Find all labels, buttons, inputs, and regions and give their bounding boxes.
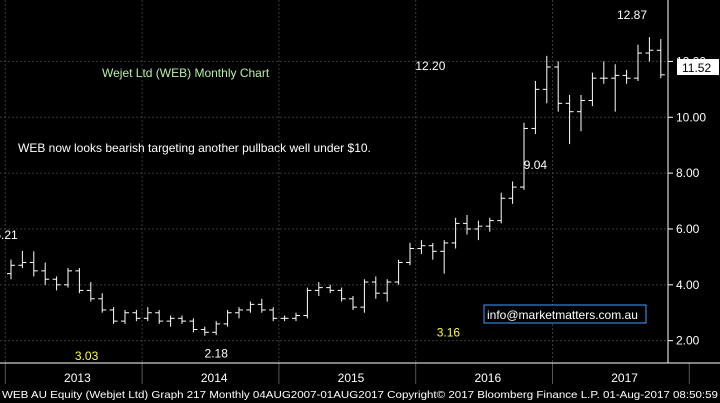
watermark-border xyxy=(483,304,647,324)
ohlc-bar xyxy=(86,282,95,302)
ohlc-bars xyxy=(7,37,665,336)
ohlc-bar xyxy=(257,298,266,313)
ohlc-bar xyxy=(577,94,585,132)
last-price-box xyxy=(677,59,719,75)
annotations: 5.21 3.03 2.18 3.16 12.20 9.04 12.87 xyxy=(0,8,647,363)
ohlc-bar xyxy=(223,309,232,327)
ohlc-bar xyxy=(349,295,357,310)
x-tick-label: 2014 xyxy=(201,371,228,385)
ohlc-bar xyxy=(417,240,426,255)
footer-text: WEB AU Equity (Webjet Ltd) Graph 217 Mon… xyxy=(2,389,718,401)
ohlc-bar xyxy=(463,215,471,235)
ohlc-bar xyxy=(292,312,300,322)
ohlc-bar xyxy=(121,309,129,324)
chart-title: Wejet Ltd (WEB) Monthly Chart xyxy=(102,66,270,80)
ohlc-bar xyxy=(451,217,460,249)
ohlc-bar xyxy=(314,282,323,296)
ohlc-bar xyxy=(645,37,654,62)
ohlc-bar xyxy=(189,318,198,333)
annotation-label: 3.16 xyxy=(437,325,461,339)
ohlc-bar xyxy=(520,122,528,190)
ohlc-bar xyxy=(440,240,449,274)
ohlc-bar xyxy=(565,94,574,145)
ohlc-bar xyxy=(428,242,437,260)
ohlc-bar xyxy=(98,293,107,313)
commentary-text: WEB now looks bearish targeting another … xyxy=(18,141,371,155)
watermark-text: info@marketmatters.com.au xyxy=(487,308,638,322)
ohlc-bar xyxy=(588,72,597,107)
ohlc-bar xyxy=(64,268,72,288)
x-tick-label: 2016 xyxy=(474,371,501,385)
ohlc-bar xyxy=(109,307,118,324)
ohlc-bar xyxy=(235,307,243,319)
ohlc-bar xyxy=(406,242,414,266)
ohlc-bar xyxy=(611,64,620,112)
ohlc-bar xyxy=(531,80,540,135)
ohlc-bar xyxy=(508,181,517,204)
ohlc-bar xyxy=(132,309,141,322)
ohlc-bar xyxy=(212,321,221,336)
y-tick-label: 4.00 xyxy=(676,278,700,292)
ohlc-bar xyxy=(29,251,38,277)
watermark-box: info@marketmatters.com.au xyxy=(483,304,647,324)
annotation-label: 12.87 xyxy=(617,8,647,22)
annotation-label: 2.18 xyxy=(205,347,229,361)
ohlc-bar xyxy=(497,192,506,224)
ohlc-bar xyxy=(246,301,255,313)
ohlc-bar xyxy=(360,279,369,313)
ohlc-bar xyxy=(634,44,642,81)
annotation-label: 3.03 xyxy=(75,349,99,363)
annotation-label: 9.04 xyxy=(524,158,548,172)
ohlc-bar xyxy=(143,307,152,322)
ohlc-bar xyxy=(599,61,608,84)
last-price-marker: 11.52 xyxy=(677,59,719,75)
ohlc-bar xyxy=(155,309,164,324)
ohlc-bar xyxy=(337,287,346,302)
x-tick-label: 2015 xyxy=(338,371,365,385)
ohlc-bar xyxy=(18,251,27,269)
ohlc-bar xyxy=(394,259,403,285)
ohlc-bar xyxy=(622,69,631,84)
footer-band xyxy=(0,384,720,403)
ohlc-bar xyxy=(200,326,209,336)
last-price-label: 11.52 xyxy=(682,61,711,75)
ohlc-bar xyxy=(269,307,278,322)
ohlc-bar xyxy=(52,276,61,291)
annotation-label: 12.20 xyxy=(415,59,445,73)
ohlc-bar xyxy=(75,268,84,294)
ohlc-bar xyxy=(166,315,175,327)
ohlc-bar xyxy=(41,262,50,285)
y-tick-label: 8.00 xyxy=(676,166,700,180)
y-tick-label: 2.00 xyxy=(676,334,700,348)
x-tick-label: 2017 xyxy=(611,371,638,385)
ohlc-bar xyxy=(7,259,15,280)
ohlc-bar xyxy=(656,39,665,79)
ohlc-bar xyxy=(474,220,483,241)
x-tick-label: 2013 xyxy=(64,371,91,385)
ohlc-bar xyxy=(303,287,312,319)
ohlc-bar xyxy=(280,315,289,322)
ohlc-bar xyxy=(383,279,392,302)
ohlc-bar xyxy=(485,217,494,232)
grid-layer xyxy=(0,0,668,363)
ohlc-bar xyxy=(178,315,186,324)
annotation-label: 5.21 xyxy=(0,228,18,242)
y-tick-label: 10.00 xyxy=(676,110,706,124)
y-tick-label: 6.00 xyxy=(676,222,700,236)
ohlc-bar xyxy=(326,284,335,294)
ohlc-bar xyxy=(371,276,380,299)
ohlc-bar xyxy=(542,55,551,104)
ohlc-bar xyxy=(554,61,563,112)
